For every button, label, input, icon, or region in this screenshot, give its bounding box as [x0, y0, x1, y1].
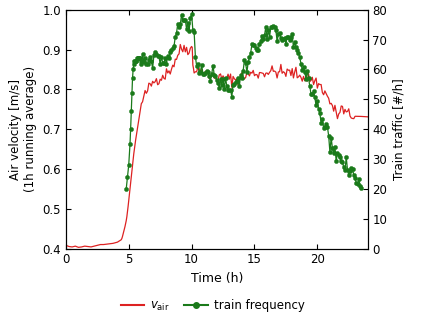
Legend: $v_\mathrm{air}$, train frequency: $v_\mathrm{air}$, train frequency	[116, 294, 309, 318]
X-axis label: Time (h): Time (h)	[190, 272, 243, 285]
Y-axis label: Train traffic [#/h]: Train traffic [#/h]	[393, 78, 406, 180]
Y-axis label: Air velocity [m/s]
(1h running average): Air velocity [m/s] (1h running average)	[9, 66, 37, 192]
